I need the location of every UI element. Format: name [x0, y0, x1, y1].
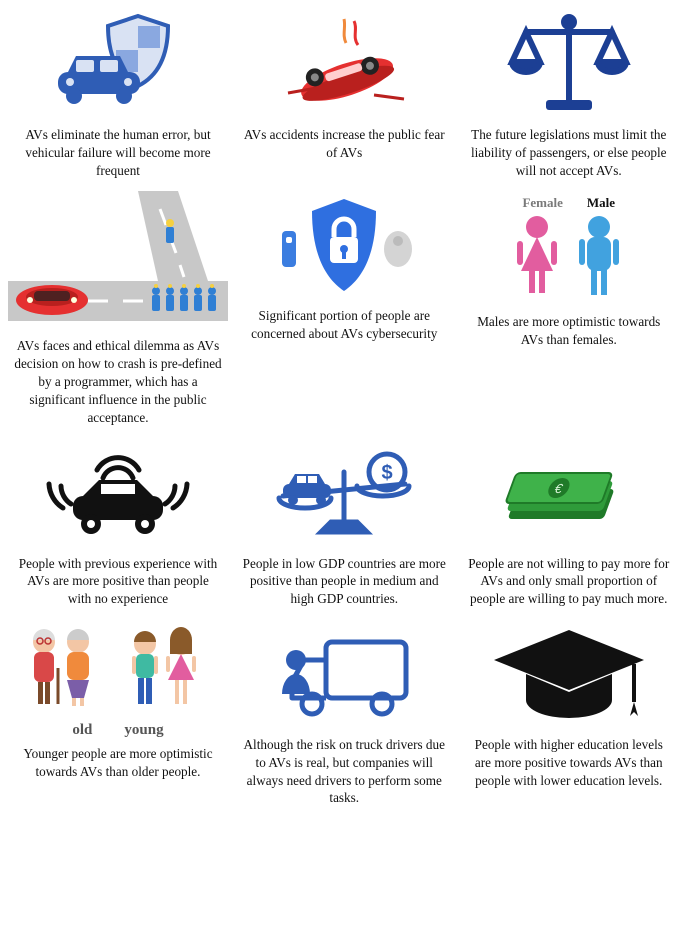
- caption: Younger people are more optimistic towar…: [8, 745, 228, 781]
- cell-lock-shield: Significant portion of people are concer…: [236, 191, 453, 426]
- cell-car-vs-money: $ People in low GDP countries are more p…: [236, 439, 453, 608]
- scales-justice-icon: [461, 10, 678, 120]
- male-label: Male: [587, 195, 615, 211]
- car-vs-money-icon: $: [236, 439, 453, 549]
- caption: People are not willing to pay more for A…: [461, 555, 678, 608]
- caption: The future legislations must limit the l…: [461, 126, 678, 179]
- cell-grad-cap: People with higher education levels are …: [461, 620, 678, 807]
- young-label: young: [124, 722, 163, 739]
- car-signal-icon: [8, 439, 228, 549]
- cell-car-crash: AVs accidents increase the public fear o…: [236, 10, 453, 179]
- cell-scales: The future legislations must limit the l…: [461, 10, 678, 179]
- old-young-icon: [8, 620, 228, 720]
- caption: People with higher education levels are …: [461, 736, 678, 789]
- cell-old-young: old young Younger people are more optimi…: [8, 620, 228, 807]
- cell-gender: Female Male: [461, 191, 678, 426]
- cell-road-dilemma: AVs faces and ethical dilemma as AVs dec…: [8, 191, 228, 426]
- caption: Males are more optimistic towards AVs th…: [461, 313, 678, 349]
- svg-text:$: $: [382, 462, 393, 484]
- caption: AVs eliminate the human error, but vehic…: [8, 126, 228, 179]
- caption: Although the risk on truck drivers due t…: [236, 736, 453, 807]
- road-dilemma-icon: [8, 191, 228, 331]
- cell-car-signal: People with previous experience with AVs…: [8, 439, 228, 608]
- truck-driver-icon: [236, 620, 453, 730]
- caption: AVs faces and ethical dilemma as AVs dec…: [8, 337, 228, 426]
- old-label: old: [72, 722, 92, 739]
- gender-labels: Female Male: [522, 195, 615, 211]
- gender-icon: [461, 211, 678, 307]
- old-young-labels: old young: [72, 722, 163, 739]
- cell-truck-driver: Although the risk on truck drivers due t…: [236, 620, 453, 807]
- female-label: Female: [522, 195, 562, 211]
- caption: People with previous experience with AVs…: [8, 555, 228, 608]
- grad-cap-icon: [461, 620, 678, 730]
- lock-shield-icon: [236, 191, 453, 301]
- car-crash-icon: [236, 10, 453, 120]
- caption: People in low GDP countries are more pos…: [236, 555, 453, 608]
- caption: Significant portion of people are concer…: [236, 307, 453, 343]
- cell-cash: € People are not willing to pay more for…: [461, 439, 678, 608]
- cell-car-shield: AVs eliminate the human error, but vehic…: [8, 10, 228, 179]
- caption: AVs accidents increase the public fear o…: [236, 126, 453, 162]
- car-shield-icon: [8, 10, 228, 120]
- infographic-grid: AVs eliminate the human error, but vehic…: [8, 10, 677, 807]
- cash-stack-icon: €: [461, 439, 678, 549]
